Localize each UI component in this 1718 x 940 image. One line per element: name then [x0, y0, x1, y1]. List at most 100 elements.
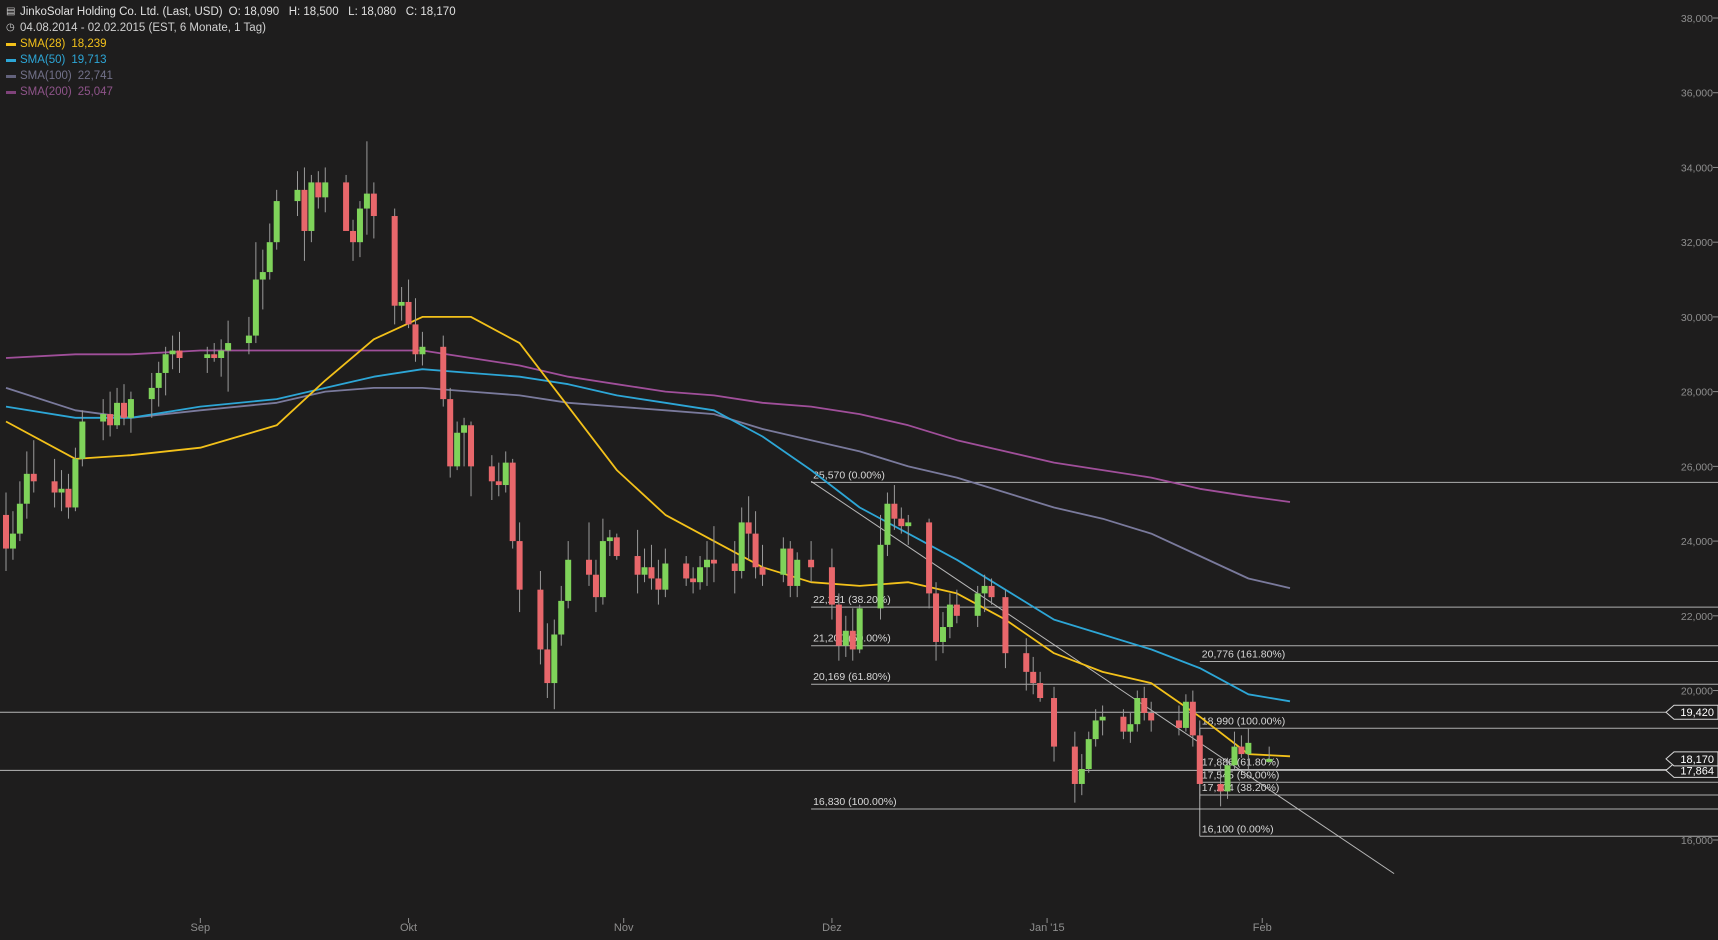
- candle: [655, 559, 662, 605]
- sma100-value: 22,741: [77, 70, 113, 82]
- candle: [613, 533, 620, 560]
- candle: [294, 171, 301, 217]
- candle-body: [586, 559, 593, 575]
- candle: [953, 589, 960, 624]
- candle: [1127, 712, 1134, 743]
- candle: [1141, 686, 1148, 721]
- candle: [391, 208, 398, 325]
- candle: [148, 372, 155, 418]
- candle-body: [1030, 671, 1037, 684]
- sma28-name: SMA(28): [20, 38, 66, 50]
- candle: [259, 249, 266, 310]
- candle: [245, 316, 252, 355]
- x-tick-label: Jan '15: [1030, 922, 1065, 934]
- candle-body: [218, 350, 225, 359]
- candle-body: [3, 514, 9, 549]
- candle: [273, 189, 280, 250]
- candle-body: [1182, 701, 1189, 728]
- candle: [905, 514, 912, 545]
- candle: [405, 279, 412, 329]
- candle-body: [454, 432, 461, 467]
- sma200-value: 25,047: [77, 86, 113, 98]
- candle: [1030, 656, 1037, 695]
- candle-body: [606, 537, 613, 542]
- candle: [544, 623, 551, 699]
- sma28-value: 18,239: [71, 38, 107, 50]
- candle: [225, 320, 232, 392]
- legend-sma200[interactable]: SMA(200) 25,047: [6, 84, 456, 100]
- y-tick-label: 28,000: [1681, 387, 1713, 399]
- candle: [690, 567, 697, 594]
- candle-body: [710, 559, 717, 564]
- candle-body: [79, 421, 86, 459]
- legend-sma100[interactable]: SMA(100) 22,741: [6, 68, 456, 84]
- candle: [551, 619, 558, 710]
- candle-body: [655, 578, 662, 590]
- candle-body: [551, 634, 558, 684]
- candle-body: [1092, 720, 1099, 740]
- fib-label-0-0: 25,570 (0.00%): [813, 469, 885, 481]
- candle: [1189, 690, 1196, 747]
- candle-body: [690, 578, 697, 583]
- candle: [16, 481, 23, 542]
- candle-body: [939, 627, 946, 642]
- sma100-swatch: [6, 74, 16, 78]
- candle-body: [1217, 783, 1224, 792]
- candle: [1023, 638, 1030, 691]
- last-price-marker: 18,170: [1665, 751, 1718, 767]
- candle-body: [509, 462, 516, 542]
- candle: [516, 522, 523, 613]
- candle: [65, 473, 72, 519]
- candle-body: [370, 193, 377, 217]
- legend-sma50[interactable]: SMA(50) 19,713: [6, 52, 456, 68]
- candle: [1266, 746, 1273, 763]
- candle: [683, 556, 690, 586]
- fib-label-0-3: 20,169 (61.80%): [813, 671, 891, 683]
- candle-body: [1023, 653, 1030, 672]
- candle-body: [592, 574, 599, 598]
- candle: [641, 548, 648, 583]
- candle: [1217, 765, 1224, 807]
- candle: [877, 514, 884, 620]
- candle-body: [468, 425, 475, 467]
- candle: [120, 384, 127, 426]
- candle: [51, 458, 58, 508]
- candle: [419, 331, 426, 366]
- candle: [1037, 671, 1044, 702]
- candle-body: [1148, 712, 1155, 721]
- candle: [1196, 720, 1203, 799]
- candle: [634, 529, 641, 594]
- candle-body: [599, 541, 606, 598]
- candle: [1120, 709, 1127, 740]
- candle-body: [1134, 698, 1141, 725]
- bar-chart-icon: ▤: [6, 6, 16, 17]
- sma-line-sma50: [5, 368, 1291, 703]
- candle-body: [808, 559, 815, 568]
- fib-label-0-4: 16,830 (100.00%): [813, 796, 896, 808]
- candle-body: [308, 182, 315, 231]
- fib-label-1-3: 17,545 (50.00%): [1202, 769, 1280, 781]
- candle-body: [23, 473, 30, 504]
- fib-label-1-1: 18,990 (100.00%): [1202, 715, 1285, 727]
- legend-sma28[interactable]: SMA(28) 18,239: [6, 36, 456, 52]
- candle: [891, 485, 898, 530]
- instrument-title: JinkoSolar Holding Co. Ltd. (Last, USD): [20, 6, 223, 18]
- candle-body: [440, 346, 447, 400]
- y-tick-label: 36,000: [1681, 88, 1713, 100]
- candle: [752, 511, 759, 579]
- candle-body: [877, 544, 884, 609]
- candle: [9, 511, 16, 560]
- chart-legend: ▤ JinkoSolar Holding Co. Ltd. (Last, USD…: [6, 4, 456, 100]
- axis-marker-1-label: 17,864: [1680, 765, 1714, 777]
- candle-body: [1196, 735, 1203, 784]
- candle: [586, 522, 593, 586]
- candle: [176, 331, 183, 373]
- candle-body: [502, 462, 509, 486]
- candle: [592, 559, 599, 613]
- trendline: [810, 480, 1395, 875]
- candle: [933, 582, 940, 661]
- candle-body: [856, 608, 863, 650]
- fib-label-1-2: 17,886 (61.80%): [1202, 757, 1280, 769]
